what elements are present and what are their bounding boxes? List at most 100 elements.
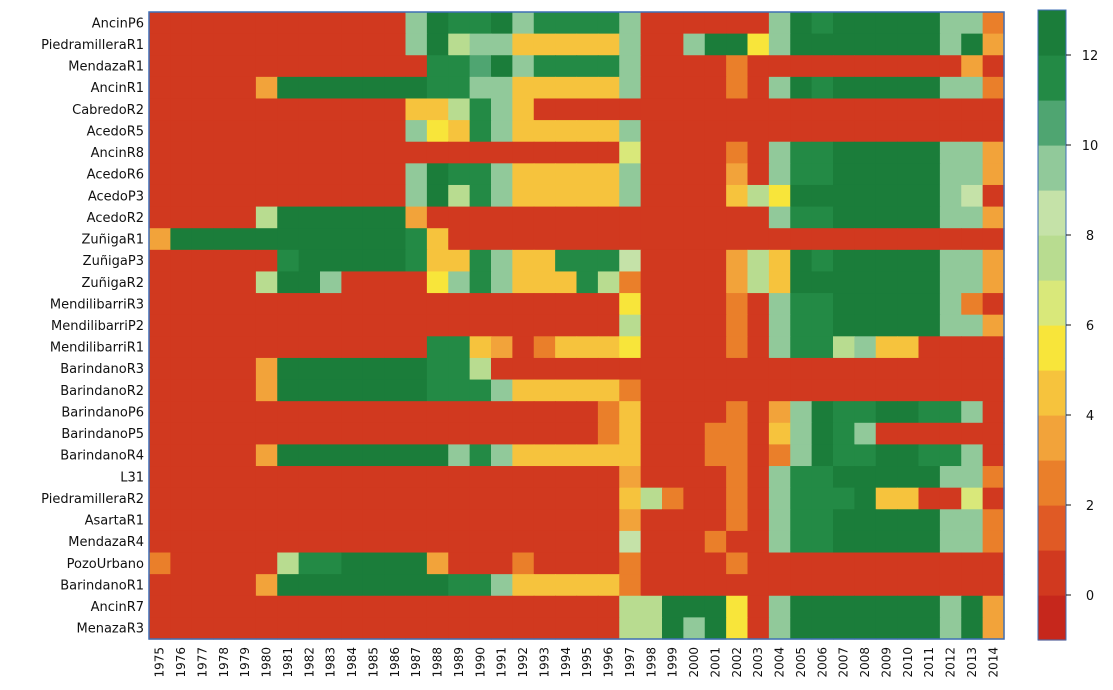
heatmap-cell [191,466,214,489]
heatmap-cell [747,530,770,554]
heatmap-cell [982,401,1005,424]
heatmap-cell [704,422,727,446]
heatmap-cell [704,401,727,424]
colorbar-segment [1038,55,1066,101]
heatmap-cell [833,12,855,35]
heatmap-cell [747,509,770,532]
heatmap-cell [875,595,898,618]
heatmap-cell [961,141,984,164]
heatmap-cell [234,379,257,402]
heatmap-cell [255,120,278,143]
heatmap-cell [491,271,513,294]
heatmap-cell [170,76,193,100]
heatmap-cell [191,184,214,208]
heatmap-cell [982,379,1005,402]
heatmap-cell [640,487,663,510]
heatmap-cell [597,444,620,467]
heatmap-cell [597,33,620,56]
heatmap-cell [726,12,749,35]
heatmap-cell [341,120,364,143]
column-label: 1996 [602,647,616,678]
heatmap-cell [619,12,642,35]
heatmap-cell [491,206,513,229]
heatmap-cell [191,293,214,316]
heatmap-cell [726,487,749,510]
heatmap-cell [576,487,599,510]
heatmap-cell [533,444,556,467]
heatmap-cell [191,401,214,424]
heatmap-cell [576,617,599,640]
heatmap-cell [747,206,770,229]
heatmap-cell [448,184,471,208]
heatmap-cell [768,249,791,273]
heatmap-cell [469,509,492,532]
heatmap-cell [704,33,727,56]
heatmap-cell [362,120,385,143]
column-label: 2007 [837,647,851,678]
heatmap-cell [854,33,877,56]
heatmap-cell [833,228,855,251]
heatmap-cell [170,249,193,273]
heatmap-cell [747,33,770,56]
heatmap-cell [683,422,706,446]
heatmap-cell [939,422,962,446]
heatmap-cell [277,33,300,56]
heatmap-cell [384,76,407,100]
heatmap-cell [469,466,492,489]
row-label: MendazaR1 [68,60,144,75]
heatmap-cell [512,55,535,78]
heatmap-cell [875,184,898,208]
heatmap-cell [533,595,556,618]
heatmap-cell [512,141,535,164]
heatmap-cell [918,141,941,164]
heatmap-cell [704,293,727,316]
heatmap-cell [790,314,813,337]
heatmap-cell [704,509,727,532]
heatmap-cell [683,76,706,100]
heatmap-cell [897,379,920,402]
heatmap-cell [875,228,898,251]
heatmap-cell [384,271,407,294]
heatmap-cell [234,206,257,229]
colorbar-segment [1038,550,1066,596]
heatmap-cell [939,33,962,56]
heatmap-cell [897,98,920,121]
heatmap-cell [918,487,941,510]
heatmap-cell [790,55,813,78]
column-label: 2005 [794,647,808,678]
heatmap-cell [662,12,684,35]
heatmap-cell [683,293,706,316]
heatmap-cell [512,163,535,186]
column-label: 1976 [174,647,188,678]
column-label: 1999 [666,647,680,678]
heatmap-cell [170,163,193,186]
heatmap-cell [918,33,941,56]
heatmap-cell [576,98,599,121]
heatmap-cell [384,574,407,597]
heatmap-cell [704,76,727,100]
heatmap-cell [384,163,407,186]
heatmap-cell [833,249,855,273]
heatmap-cell [469,163,492,186]
heatmap-cell [576,293,599,316]
heatmap-cell [170,401,193,424]
heatmap-cell [512,314,535,337]
heatmap-cell [341,444,364,467]
heatmap-cell [704,12,727,35]
heatmap-cell [747,141,770,164]
heatmap-cell [255,314,278,337]
row-label: AncinP6 [92,16,144,31]
heatmap-cell [683,184,706,208]
heatmap-cell [597,401,620,424]
heatmap-cell [683,163,706,186]
heatmap-cell [234,617,257,640]
heatmap-cell [704,444,727,467]
heatmap-cell [918,76,941,100]
heatmap-cell [597,530,620,554]
heatmap-cell [811,120,834,143]
heatmap-cell [726,163,749,186]
heatmap-cell [448,293,471,316]
heatmap-cell [320,12,342,35]
heatmap-cell [255,55,278,78]
heatmap-cell [533,206,556,229]
